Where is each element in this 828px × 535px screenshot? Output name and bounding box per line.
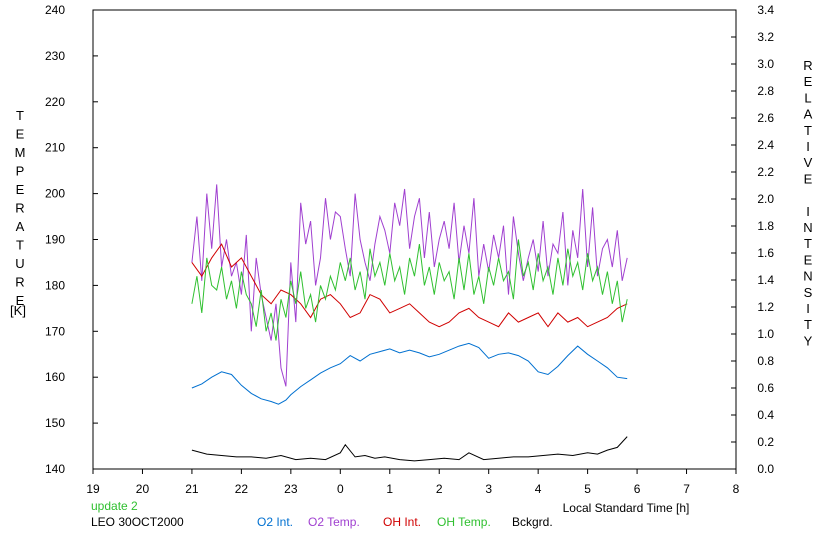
status-text: update 2 xyxy=(91,499,138,513)
axis-label-char: T xyxy=(804,317,812,332)
x-tick-label: 3 xyxy=(485,482,492,496)
x-tick-label: 19 xyxy=(86,482,100,496)
x-tick-label: 21 xyxy=(185,482,199,496)
axis-label-char: I xyxy=(806,139,810,154)
axis-label-char: E xyxy=(804,171,813,186)
y-tick-label-right: 0.4 xyxy=(757,408,774,422)
plot-frame xyxy=(92,9,737,470)
x-tick-label: 0 xyxy=(337,482,344,496)
axis-label-char: M xyxy=(15,145,26,160)
y-tick-label-right: 2.0 xyxy=(757,192,774,206)
y-tick-label-right: 2.2 xyxy=(757,165,774,179)
y-tick-label-right: 3.0 xyxy=(757,57,774,71)
x-tick-label: 4 xyxy=(535,482,542,496)
x-tick-label: 20 xyxy=(136,482,150,496)
y-tick-label-right: 2.4 xyxy=(757,138,774,152)
y-tick-label-right: 0.6 xyxy=(757,381,774,395)
axis-label-char: E xyxy=(16,127,25,142)
y-tick-label-right: 0.2 xyxy=(757,435,774,449)
y-tick-label-left: 230 xyxy=(45,49,65,63)
legend-entry: Bckgrd. xyxy=(512,515,553,529)
y-tick-label-right: 3.4 xyxy=(757,3,774,17)
y-tick-label-left: 150 xyxy=(45,416,65,430)
series-lines xyxy=(191,184,628,462)
y-tick-label-left: 210 xyxy=(45,141,65,155)
y-tick-label-right: 1.2 xyxy=(757,300,774,314)
x-tick-label: 8 xyxy=(733,482,740,496)
axis-label-char: S xyxy=(804,285,813,300)
legend-entry: O2 Temp. xyxy=(308,515,360,529)
axis-label-char: Y xyxy=(804,333,813,348)
axis-label-char: P xyxy=(16,164,25,179)
x-tick-label: 23 xyxy=(284,482,298,496)
y-tick-label-right: 3.2 xyxy=(757,30,774,44)
axis-label-char: R xyxy=(803,58,812,73)
x-tick-label: 1 xyxy=(386,482,393,496)
y-tick-label-right: 1.4 xyxy=(757,273,774,287)
axis-label-char: V xyxy=(804,155,813,170)
y-tick-label-right: 2.8 xyxy=(757,84,774,98)
y-axis-unit-left: [K] xyxy=(10,303,26,318)
axis-label-char: E xyxy=(804,74,813,89)
axis-label-char: T xyxy=(16,238,24,253)
legend-entry: OH Int. xyxy=(383,515,421,529)
axis-label-char: E xyxy=(16,293,25,308)
legend: O2 Int. O2 Temp. OH Int. OH Temp. Bckgrd. xyxy=(257,515,553,529)
axis-label-char: E xyxy=(16,182,25,197)
series-line-3 xyxy=(191,239,628,341)
x-tick-label: 22 xyxy=(235,482,249,496)
axis-label-char: U xyxy=(15,256,24,271)
y-tick-label-left: 140 xyxy=(45,462,65,476)
y-tick-label-left: 180 xyxy=(45,278,65,292)
axis-label-char: I xyxy=(806,301,810,316)
axis-label-char: N xyxy=(803,269,812,284)
axis-label-char: I xyxy=(806,204,810,219)
y-tick-label-right: 2.6 xyxy=(757,111,774,125)
axis-label-char: A xyxy=(16,219,25,234)
right-axis: 0.0 0.2 0.4 0.6 0.8 1.0 1.2 1.4 1.6 1.8 2.0 2.2 2.4 2… xyxy=(731,3,774,476)
series-line-1 xyxy=(191,184,628,387)
y-tick-label-left: 240 xyxy=(45,3,65,17)
y-tick-label-left: 200 xyxy=(45,187,65,201)
axis-label-char: A xyxy=(804,107,813,122)
series-line-2 xyxy=(191,243,628,328)
x-axis: 19 20 21 22 23 0 1 2 3 4 5 6 7 8 xyxy=(86,469,740,496)
axis-label-char: L xyxy=(804,90,811,105)
x-axis-label: Local Standard Time [h] xyxy=(563,501,690,515)
y-tick-label-right: 1.6 xyxy=(757,246,774,260)
axis-label-char: T xyxy=(804,123,812,138)
y-tick-label-left: 160 xyxy=(45,370,65,384)
y-tick-label-right: 0.8 xyxy=(757,354,774,368)
x-tick-label: 2 xyxy=(436,482,443,496)
axis-label-char: R xyxy=(15,201,24,216)
legend-entry: OH Temp. xyxy=(437,515,491,529)
y-tick-label-left: 220 xyxy=(45,95,65,109)
y-tick-label-right: 0.0 xyxy=(757,462,774,476)
left-axis: 140 150 160 170 180 190 200 210 220 230 240 xyxy=(45,3,98,476)
series-line-4 xyxy=(191,436,628,462)
axis-label-char: N xyxy=(803,220,812,235)
x-tick-label: 6 xyxy=(634,482,641,496)
series-line-0 xyxy=(191,342,628,405)
x-tick-label: 5 xyxy=(584,482,591,496)
station-text: LEO 30OCT2000 xyxy=(91,515,184,529)
y-tick-label-right: 1.8 xyxy=(757,219,774,233)
axis-label-char: E xyxy=(804,252,813,267)
y-tick-label-right: 1.0 xyxy=(757,327,774,341)
y-tick-label-left: 190 xyxy=(45,233,65,247)
axis-label-char: T xyxy=(804,236,812,251)
axis-label-char: R xyxy=(15,275,24,290)
y-tick-label-left: 170 xyxy=(45,324,65,338)
axis-label-char: T xyxy=(16,108,24,123)
legend-entry: O2 Int. xyxy=(257,515,293,529)
x-tick-label: 7 xyxy=(683,482,690,496)
